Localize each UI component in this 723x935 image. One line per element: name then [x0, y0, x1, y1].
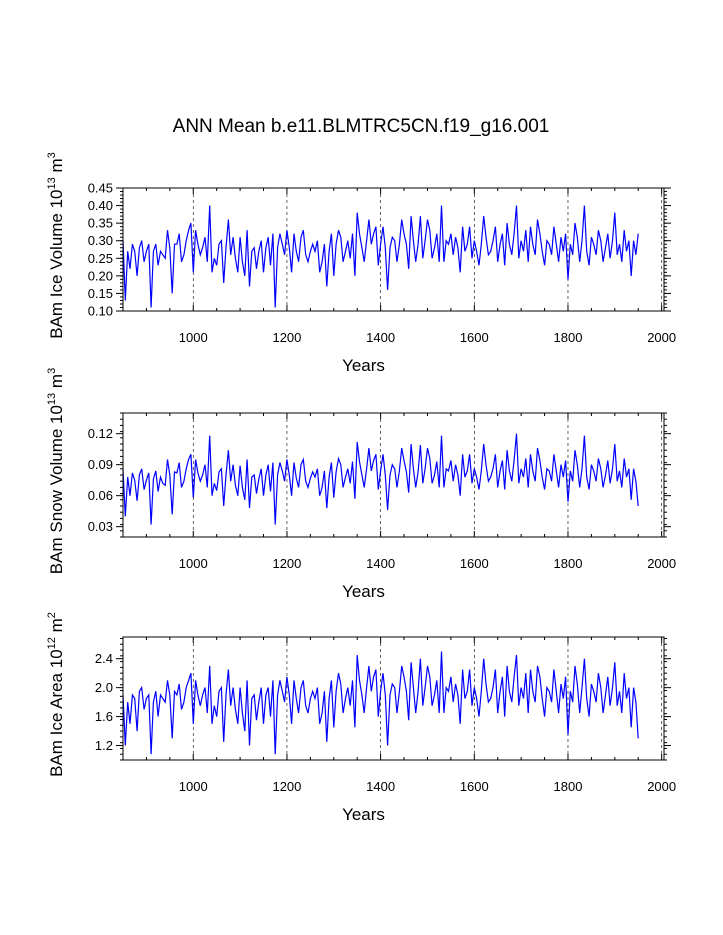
y-tick-label: 0.09	[88, 457, 113, 472]
x-tick-label: 1600	[460, 779, 489, 794]
y-tick-label: 0.03	[88, 519, 113, 534]
x-tick-label: 1800	[554, 330, 583, 345]
plot-frame	[122, 412, 665, 538]
y-tick-label: 1.2	[95, 738, 113, 753]
y-tick-label: 0.10	[88, 304, 113, 319]
series-line-snow-volume	[122, 433, 639, 525]
y-axis-title: BAm Snow Volume 1013 m3	[46, 368, 66, 574]
x-tick-label: 1200	[272, 556, 301, 571]
x-tick-label: 1800	[554, 556, 583, 571]
y-tick-label: 2.4	[95, 651, 113, 666]
series-line-ice-area	[122, 651, 639, 755]
panel-ice-area: 1000 1200 1400 1600 1800 2000 1.2 1.6 2.0 2.4 Year…	[46, 612, 676, 824]
x-axis-title: Years	[342, 805, 385, 824]
y-tick-label: 0.45	[88, 181, 113, 196]
y-tick-label: 0.25	[88, 251, 113, 266]
x-tick-label: 2000	[647, 779, 676, 794]
panel-ice-volume: 1000 1200 1400 1600 1800 2000 0.10 0.15 0.20 0.25…	[46, 152, 676, 375]
plot-frame	[122, 636, 665, 761]
y-tick-label: 0.12	[88, 426, 113, 441]
y-tick-label: 2.0	[95, 680, 113, 695]
series-line-ice-volume	[122, 205, 639, 308]
x-tick-label: 1200	[272, 779, 301, 794]
x-tick-label: 1400	[366, 330, 395, 345]
x-tick-label: 2000	[647, 330, 676, 345]
y-tick-label: 1.6	[95, 709, 113, 724]
x-tick-label: 1200	[272, 330, 301, 345]
x-axis-title: Years	[342, 356, 385, 375]
y-axis-title: BAm Ice Volume 1013 m3	[46, 152, 66, 339]
y-tick-label: 0.30	[88, 233, 113, 248]
y-axis-title: BAm Ice Area 1012 m2	[46, 612, 66, 777]
x-tick-label: 1600	[460, 330, 489, 345]
y-tick-label: 0.06	[88, 488, 113, 503]
x-tick-label: 1800	[554, 779, 583, 794]
x-tick-label: 1000	[179, 330, 208, 345]
y-tick-label: 0.15	[88, 286, 113, 301]
y-tick-label: 0.40	[88, 198, 113, 213]
x-tick-label: 1600	[460, 556, 489, 571]
x-tick-label: 2000	[647, 556, 676, 571]
x-tick-label: 1400	[366, 779, 395, 794]
y-tick-label: 0.35	[88, 216, 113, 231]
x-tick-label: 1000	[179, 779, 208, 794]
panel-snow-volume: 1000 1200 1400 1600 1800 2000 0.03 0.06 0.09 0.12…	[46, 368, 676, 601]
x-tick-label: 1000	[179, 556, 208, 571]
x-axis-title: Years	[342, 582, 385, 601]
x-tick-label: 1400	[366, 556, 395, 571]
chart-title: ANN Mean b.e11.BLMTRC5CN.f19_g16.001	[173, 116, 550, 137]
plot-frame	[122, 187, 665, 312]
y-tick-label: 0.20	[88, 268, 113, 283]
